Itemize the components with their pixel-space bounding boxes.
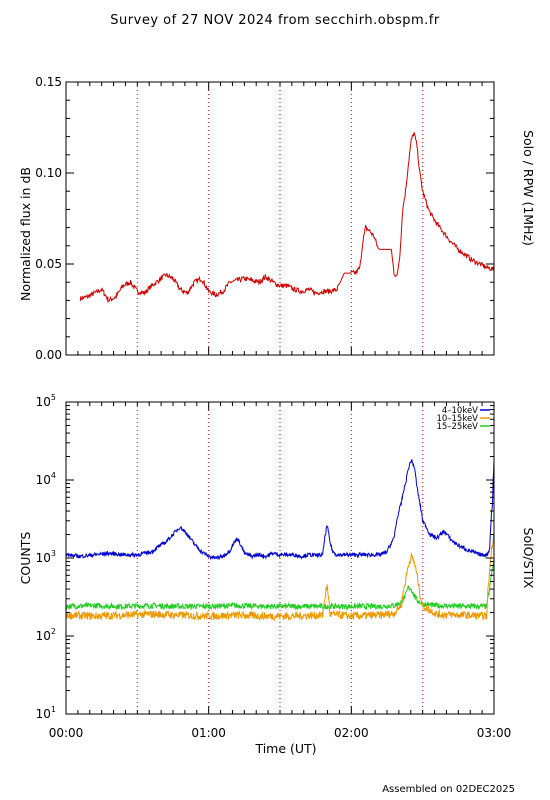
rpw-dotted-lines [136, 82, 424, 355]
stix-panel: 101 102 103 104 105 00:00 01:00 02:00 03:00 4–1… [18, 393, 536, 756]
stix-x-axis-label: Time (UT) [254, 741, 316, 756]
stix-right-label: SolO/STIX [521, 528, 536, 589]
stix-y-tick-label: 101 [36, 705, 56, 721]
stix-series-group [65, 459, 495, 622]
rpw-series-line [79, 132, 495, 304]
footer-assembled: Assembled on 02DEC2025 [382, 784, 515, 795]
stix-y-tick-label: 102 [36, 627, 56, 643]
rpw-series-group [79, 132, 495, 304]
rpw-right-label: Solo / RPW (1MHz) [521, 130, 536, 246]
legend-entry-label: 15–25keV [436, 422, 478, 432]
rpw-y-tick-label: 0.00 [35, 348, 62, 362]
stix-y-tick-label: 105 [36, 393, 56, 409]
rpw-x-ticks [65, 82, 495, 355]
rpw-y-ticks: 0.00 0.05 0.10 0.15 [35, 75, 494, 362]
stix-y-tick-label: 104 [36, 471, 56, 487]
stix-x-tick-label: 00:00 [49, 726, 84, 740]
stix-x-tick-label: 01:00 [191, 726, 226, 740]
rpw-panel: 0.00 0.05 0.10 0.15 Normalized flux in dB S… [18, 75, 536, 362]
chart-title: Survey of 27 NOV 2024 from secchirh.obsp… [110, 13, 440, 28]
stix-dotted-lines [136, 402, 424, 714]
rpw-y-tick-label: 0.05 [35, 257, 62, 271]
rpw-y-tick-label: 0.15 [35, 75, 62, 89]
stix-y-ticks: 101 102 103 104 105 [36, 393, 494, 721]
stix-x-tick-label: 03:00 [477, 726, 512, 740]
rpw-y-axis-label: Normalized flux in dB [18, 167, 33, 301]
legend-entry-label: 10–15keV [436, 414, 478, 424]
stix-x-ticks: 00:00 01:00 02:00 03:00 [49, 402, 512, 740]
stix-y-axis-label: COUNTS [18, 532, 33, 585]
legend-entry-label: 4–10keV [442, 406, 478, 416]
stix-x-tick-label: 02:00 [334, 726, 369, 740]
stix-series-line [65, 459, 495, 561]
stix-series-line [65, 535, 495, 622]
stix-y-tick-label: 103 [36, 549, 56, 565]
rpw-y-tick-label: 0.10 [35, 166, 62, 180]
